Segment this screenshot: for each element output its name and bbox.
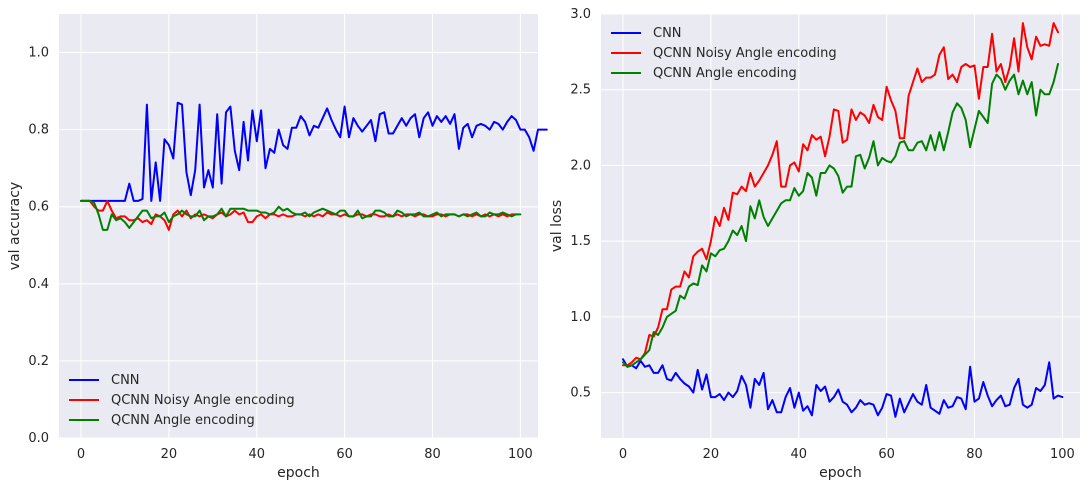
y-tick-label: 1.0: [28, 46, 49, 61]
y-tick-label: 0.5: [570, 386, 591, 401]
series-line-3: [622, 63, 1059, 368]
series-line-1: [622, 358, 1064, 418]
plot-area: [59, 14, 538, 438]
legend-entry: CNN: [653, 26, 682, 41]
x-tick-label: 0: [77, 447, 85, 462]
y-tick-label: 3.0: [570, 7, 591, 22]
x-tick-label: 100: [1050, 447, 1075, 462]
legend-entry: QCNN Angle encoding: [111, 413, 255, 428]
x-tick-label: 20: [703, 447, 720, 462]
y-tick-label: 0.0: [28, 431, 49, 446]
series-line-1: [80, 101, 548, 202]
x-tick-label: 80: [424, 447, 441, 462]
x-tick-label: 40: [248, 447, 265, 462]
legend-entry: QCNN Noisy Angle encoding: [653, 46, 837, 61]
legend-entry: QCNN Angle encoding: [653, 66, 797, 81]
y-tick-label: 0.8: [28, 123, 49, 138]
y-tick-label: 2.5: [570, 83, 591, 98]
y-tick-label: 1.0: [570, 310, 591, 325]
series-line-3: [80, 199, 522, 231]
y-tick-label: 0.6: [28, 200, 49, 215]
plot-area: [601, 14, 1080, 438]
y-tick-label: 0.2: [28, 354, 49, 369]
x-tick-label: 100: [508, 447, 533, 462]
x-tick-label: 0: [619, 447, 627, 462]
y-axis-label: val loss: [549, 200, 565, 252]
x-axis-label: epoch: [819, 465, 862, 481]
legend-entry: CNN: [111, 373, 140, 388]
x-tick-label: 80: [966, 447, 983, 462]
legend-entry: QCNN Noisy Angle encoding: [111, 393, 295, 408]
x-tick-label: 20: [161, 447, 178, 462]
x-tick-label: 60: [878, 447, 895, 462]
y-tick-label: 1.5: [570, 234, 591, 249]
y-tick-label: 0.4: [28, 277, 49, 292]
chart-panel-2: 0 20 40 60 80 100 0.5 1.0 1.5 2.0 2.5 3.0 epoch val l…: [549, 7, 1080, 481]
chart-panel-1: 0 20 40 60 80 100 0.0 0.2 0.4 0.6 0.8 1.0 epoch val a…: [7, 14, 548, 481]
x-axis-label: epoch: [277, 465, 320, 481]
y-axis-label: val accuracy: [7, 182, 23, 270]
x-tick-label: 60: [336, 447, 353, 462]
x-tick-label: 40: [790, 447, 807, 462]
series-line-2: [622, 22, 1059, 367]
y-tick-label: 2.0: [570, 158, 591, 173]
